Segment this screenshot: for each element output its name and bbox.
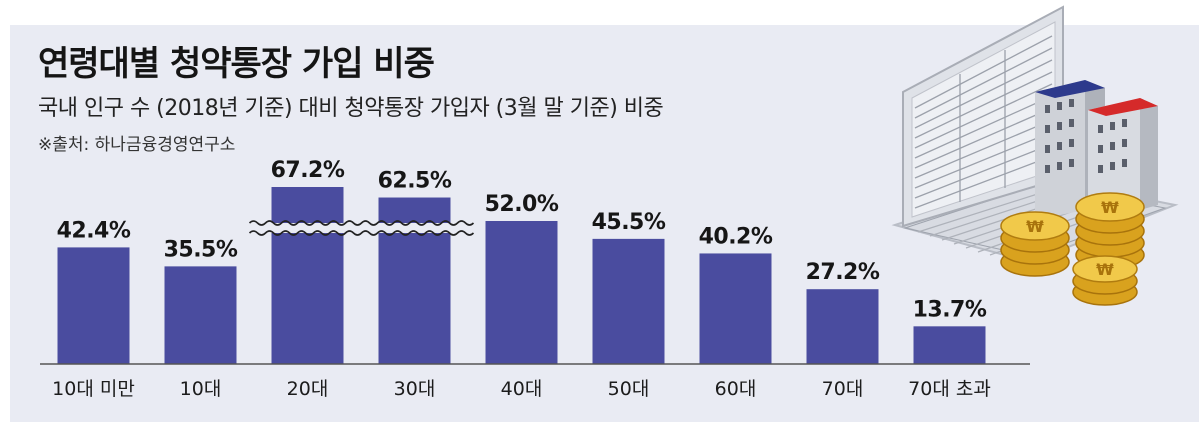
category-label: 60대 [715,378,757,400]
svg-text:₩: ₩ [1101,198,1119,217]
labels-layer: 42.4% 10대 미만 35.5% 10대 67.2% 20대 62.5% 30대 52.0%… [52,158,991,400]
value-label: 45.5% [592,210,666,235]
value-label: 67.2% [271,158,345,183]
category-label: 70대 [822,378,864,400]
category-label: 10대 [180,378,222,400]
bar-5 [485,221,558,364]
bar-1 [57,247,130,364]
value-label: 27.2% [806,260,880,285]
category-label: 50대 [608,378,650,400]
category-label: 10대 미만 [52,378,135,400]
svg-text:₩: ₩ [1026,217,1044,236]
svg-text:₩: ₩ [1096,260,1114,279]
value-label: 52.0% [485,192,559,217]
value-label: 40.2% [699,224,773,249]
axis-break-marks [248,220,475,236]
chart-title: 연령대별 청약통장 가입 비중 [38,44,435,84]
bar-7 [699,253,772,364]
source-note: ※출처: 하나금융경영연구소 [38,135,236,155]
bar-3 [271,187,344,364]
axis-break-wave-2 [248,230,475,236]
chart-subtitle: 국내 인구 수 (2018년 기준) 대비 청약통장 가입자 (3월 말 기준)… [38,96,664,121]
category-label: 40대 [501,378,543,400]
coin-stack-icon: ₩ ₩ ₩ [1000,192,1145,306]
value-label: 62.5% [378,169,452,194]
category-label: 70대 초과 [908,378,991,400]
bar-9 [913,326,986,364]
axis-break-gap [249,223,473,233]
building-icon [1035,80,1158,220]
value-label: 42.4% [57,218,131,243]
bar-4 [378,197,451,364]
bars-layer [57,187,986,364]
bar-2 [164,266,237,364]
bar-8 [806,289,879,364]
bar-6 [592,238,665,364]
category-label: 30대 [394,378,436,400]
axis-break-wave-1 [248,220,475,226]
value-label: 35.5% [164,237,238,262]
category-label: 20대 [287,378,329,400]
value-label: 13.7% [913,297,987,322]
